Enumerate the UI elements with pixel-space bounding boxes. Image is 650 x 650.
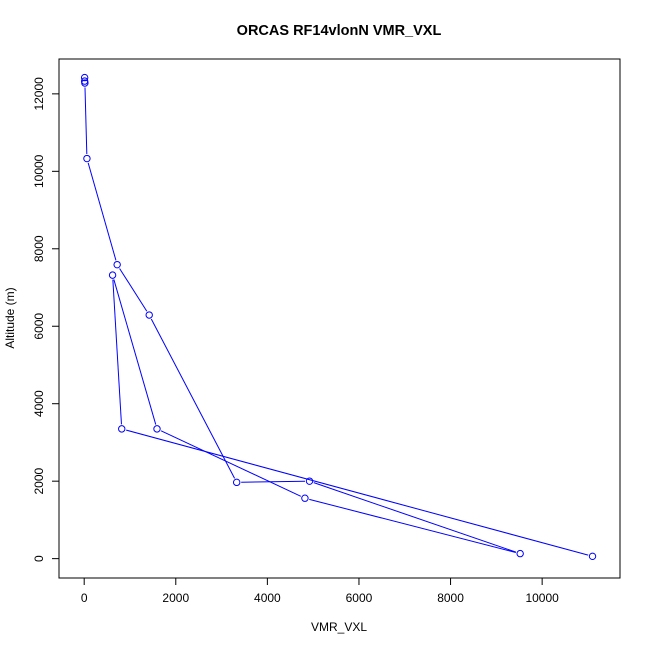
series-segment xyxy=(119,268,148,312)
series-lines xyxy=(84,87,589,556)
data-point xyxy=(232,478,241,487)
data-point xyxy=(153,425,161,433)
y-axis: 0 2000 4000 6000 8000 10000 12000 xyxy=(32,77,59,562)
series-segment xyxy=(125,429,589,556)
x-tick-label: 4000 xyxy=(254,591,281,605)
y-tick-label: 2000 xyxy=(32,468,46,495)
y-tick-label: 12000 xyxy=(32,77,46,111)
data-point xyxy=(145,311,153,319)
series-segment xyxy=(113,279,157,425)
y-axis-label: Altitude (m) xyxy=(3,287,17,348)
series-segment xyxy=(309,498,516,553)
data-point xyxy=(305,477,314,485)
x-tick-label: 0 xyxy=(81,591,88,605)
x-tick-label: 6000 xyxy=(346,591,373,605)
series-segment xyxy=(313,482,517,553)
y-tick-label: 0 xyxy=(32,555,46,562)
data-point xyxy=(81,79,89,87)
x-axis: 0 2000 4000 6000 8000 10000 xyxy=(81,578,559,605)
plot-frame xyxy=(58,58,621,579)
series-segment xyxy=(150,318,236,479)
x-tick-label: 2000 xyxy=(162,591,189,605)
y-tick-label: 6000 xyxy=(32,313,46,340)
y-tick-label: 4000 xyxy=(32,390,46,417)
series-segment xyxy=(87,162,117,261)
y-tick-label: 8000 xyxy=(32,235,46,262)
data-point xyxy=(80,73,89,82)
data-point xyxy=(301,494,309,502)
data-point xyxy=(108,271,117,279)
y-tick-label: 10000 xyxy=(32,154,46,188)
chart-title: ORCAS RF14vlonN VMR_VXL xyxy=(237,23,442,39)
data-point xyxy=(113,260,121,269)
x-tick-label: 10000 xyxy=(525,591,559,605)
series-segment xyxy=(160,430,302,497)
series-segment xyxy=(112,279,122,425)
x-tick-label: 8000 xyxy=(437,591,464,605)
series-points xyxy=(80,73,597,561)
data-point xyxy=(588,552,597,561)
series-segment xyxy=(84,87,88,155)
data-point xyxy=(516,549,524,558)
x-axis-label: VMR_VXL xyxy=(311,620,367,634)
data-point xyxy=(118,425,126,433)
data-point xyxy=(83,154,91,163)
series-segment xyxy=(241,480,306,483)
